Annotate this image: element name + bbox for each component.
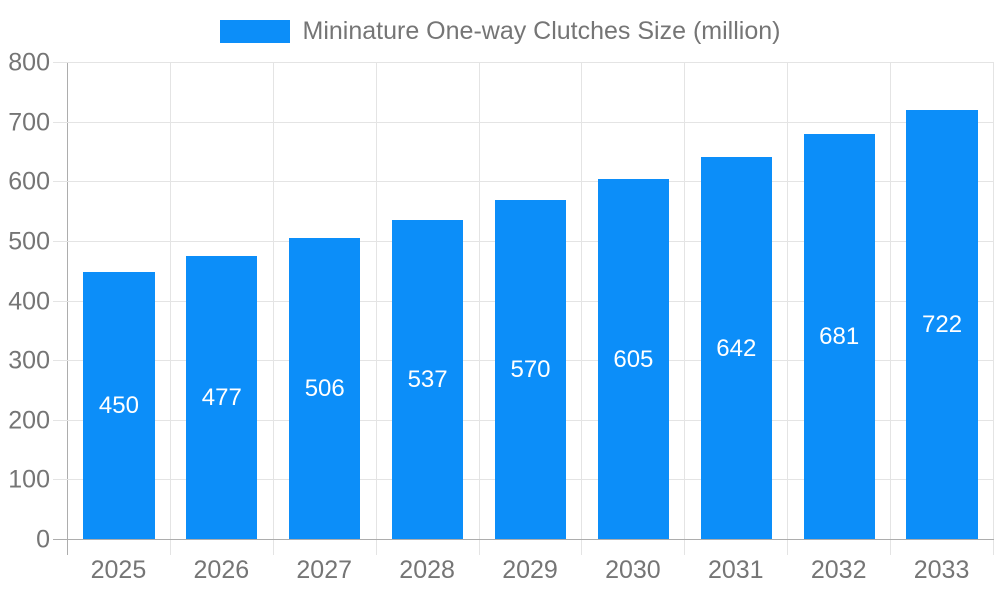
bar-2033: 722 bbox=[906, 109, 978, 540]
category-cell: 605 bbox=[582, 63, 686, 540]
x-tick-label: 2033 bbox=[913, 556, 970, 584]
legend-swatch bbox=[219, 20, 290, 43]
category-cell: 506 bbox=[274, 63, 377, 540]
x-tick-label: 2032 bbox=[810, 556, 867, 584]
x-boundary-tick bbox=[684, 540, 686, 555]
bar-value-label: 605 bbox=[613, 345, 654, 373]
y-tick-label: 200 bbox=[8, 406, 50, 435]
category-cell: 537 bbox=[377, 63, 480, 540]
y-tick-label: 400 bbox=[8, 287, 50, 315]
x-tick-label: 2027 bbox=[296, 556, 353, 584]
x-axis-line bbox=[53, 539, 994, 540]
bars-layer: 450 477 506 537 570 605 642 681 722 bbox=[68, 63, 995, 540]
x-tick-label: 2028 bbox=[399, 556, 455, 584]
x-boundary-tick bbox=[478, 540, 480, 555]
legend: Mininature One-way Clutches Size (millio… bbox=[0, 17, 1000, 46]
h-gridline bbox=[53, 62, 994, 63]
x-tick-label: 2025 bbox=[90, 556, 147, 584]
x-axis: 2025 2026 2027 2028 2029 2030 2031 2032 2033 bbox=[67, 556, 993, 584]
bar-value-label: 681 bbox=[819, 322, 860, 350]
x-boundary-tick bbox=[890, 540, 892, 555]
x-tick-label: 2026 bbox=[193, 556, 250, 584]
h-gridline bbox=[53, 121, 994, 123]
x-tick-label: 2030 bbox=[605, 556, 661, 584]
x-boundary-tick bbox=[993, 540, 994, 555]
bar-value-label: 450 bbox=[98, 391, 139, 419]
category-cell: 681 bbox=[788, 63, 892, 540]
x-tick-label: 2031 bbox=[707, 556, 764, 584]
category-cell: 570 bbox=[480, 63, 583, 540]
y-tick-label: 800 bbox=[8, 48, 50, 77]
y-axis: 0 100 200 300 400 500 600 700 800 bbox=[0, 50, 50, 552]
bar-value-label: 506 bbox=[304, 375, 345, 403]
y-tick-label: 500 bbox=[8, 227, 50, 256]
bar-2025: 450 bbox=[83, 271, 155, 540]
bar-2030: 605 bbox=[597, 179, 670, 540]
x-boundary-tick bbox=[375, 540, 377, 555]
y-tick-label: 0 bbox=[36, 525, 50, 554]
bar-value-label: 722 bbox=[922, 310, 963, 338]
category-cell: 642 bbox=[685, 63, 789, 540]
category-cell: 722 bbox=[891, 63, 995, 540]
x-boundary-tick bbox=[581, 540, 583, 555]
y-tick-label: 600 bbox=[8, 167, 50, 196]
bar-2028: 537 bbox=[391, 219, 464, 540]
bar-value-label: 477 bbox=[201, 383, 242, 411]
category-cell: 450 bbox=[68, 63, 171, 540]
y-tick-label: 300 bbox=[8, 346, 50, 375]
plot-area: 450 477 506 537 570 605 642 681 722 bbox=[53, 62, 995, 555]
bar-value-label: 537 bbox=[407, 365, 448, 393]
x-tick-label: 2029 bbox=[502, 556, 558, 584]
y-tick-label: 700 bbox=[8, 108, 50, 137]
bar-value-label: 642 bbox=[716, 334, 757, 362]
bar-2029: 570 bbox=[494, 200, 567, 540]
bar-2027: 506 bbox=[289, 238, 361, 540]
bar-2032: 681 bbox=[803, 133, 875, 540]
legend-label: Mininature One-way Clutches Size (millio… bbox=[302, 17, 781, 45]
x-boundary-tick bbox=[169, 540, 171, 555]
y-tick-label: 100 bbox=[8, 465, 50, 494]
bar-2026: 477 bbox=[186, 255, 258, 540]
h-gridline bbox=[53, 181, 994, 183]
category-cell: 477 bbox=[171, 63, 274, 540]
bar-value-label: 570 bbox=[510, 356, 551, 384]
x-boundary-tick bbox=[272, 540, 274, 555]
x-boundary-tick bbox=[787, 540, 789, 555]
y-axis-extension bbox=[67, 540, 68, 555]
bar-2031: 642 bbox=[700, 157, 772, 540]
